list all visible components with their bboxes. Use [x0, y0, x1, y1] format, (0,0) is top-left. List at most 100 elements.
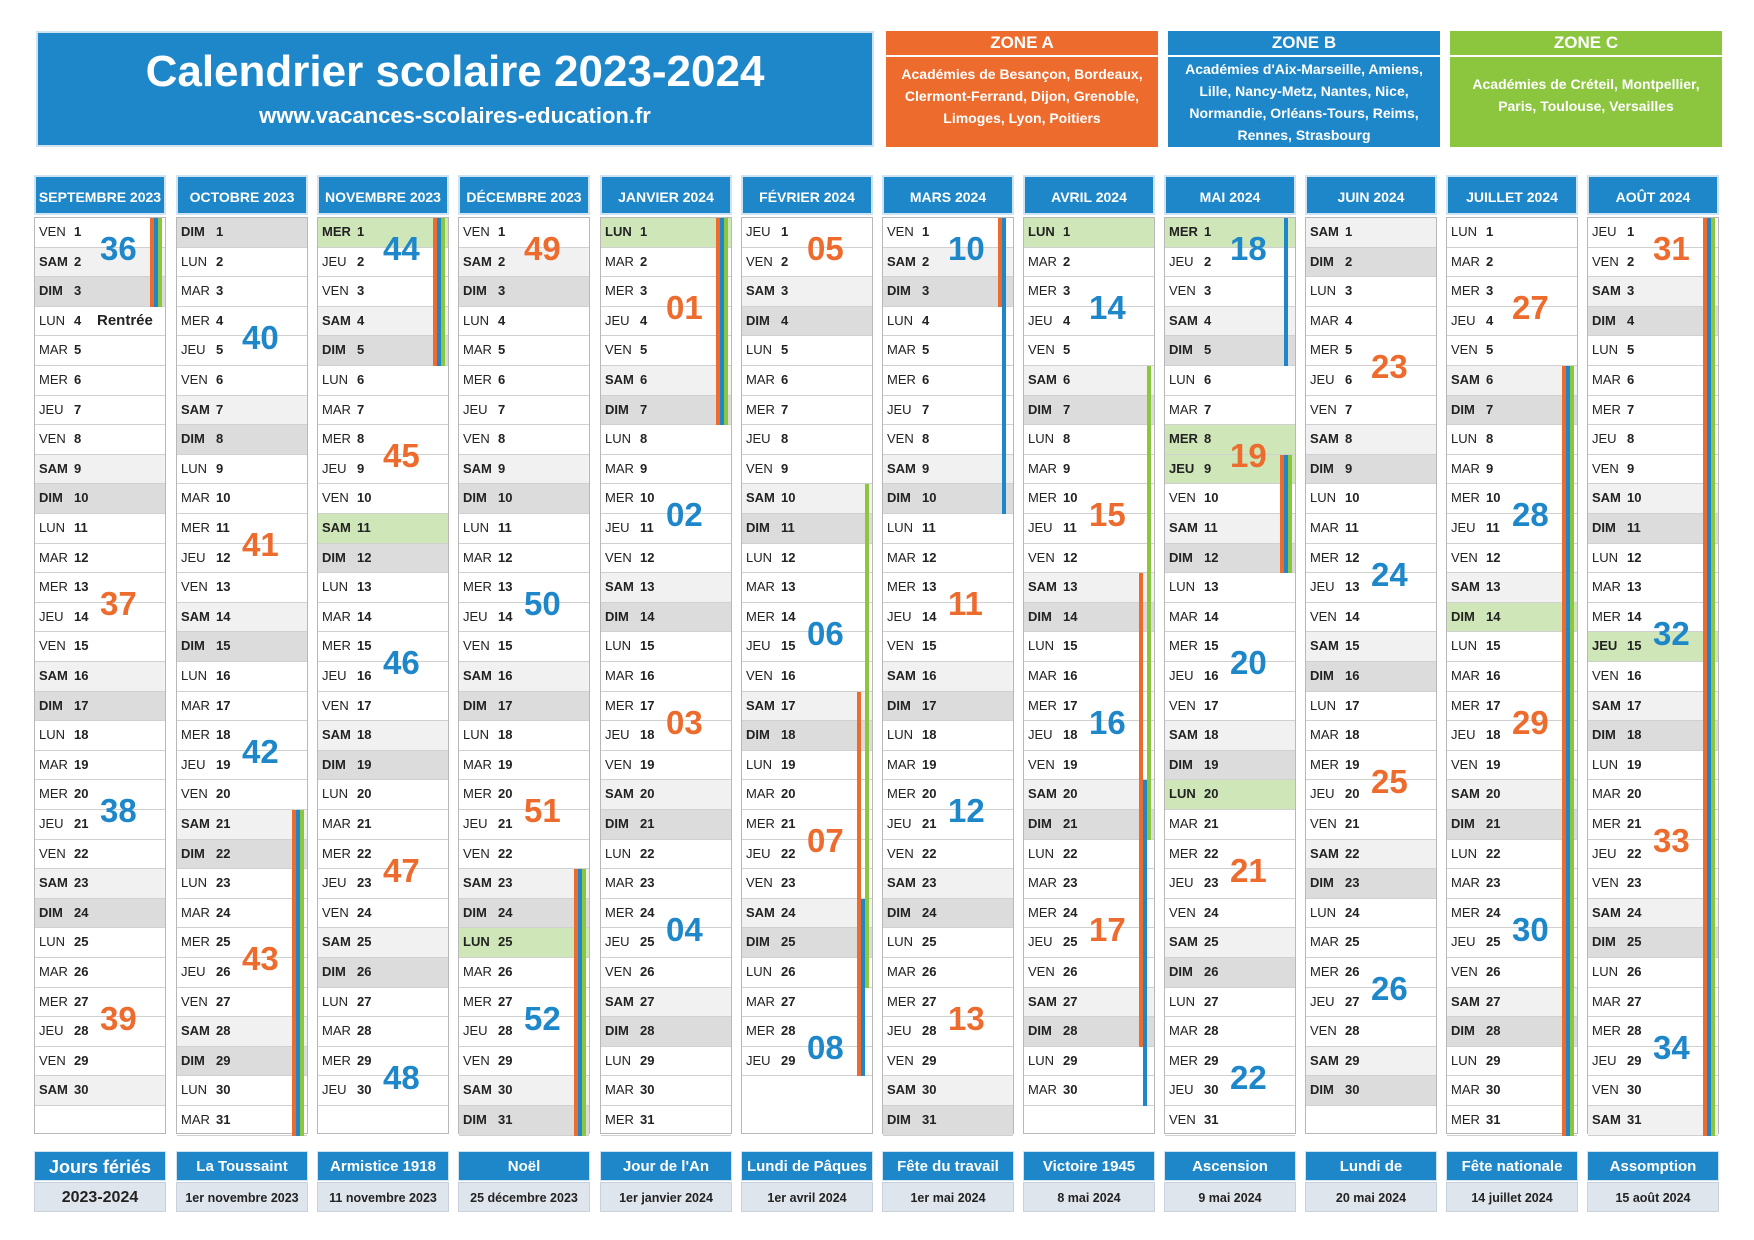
day-cell[interactable]: MER 20	[883, 780, 1013, 810]
day-cell[interactable]: DIM 25	[742, 928, 872, 958]
day-cell[interactable]: VEN 28	[1306, 1017, 1436, 1047]
day-cell[interactable]: VEN 3	[1165, 277, 1295, 307]
day-cell[interactable]: SAM 2	[883, 247, 1013, 278]
day-cell[interactable]: JEU 1	[1588, 218, 1718, 248]
day-cell[interactable]: MER 3	[1447, 277, 1577, 307]
day-cell[interactable]: MAR 27	[742, 988, 872, 1018]
day-cell[interactable]: VEN 2	[742, 248, 872, 278]
day-cell[interactable]: JEU 19	[177, 751, 307, 781]
day-cell[interactable]: DIM 2	[1306, 247, 1436, 278]
day-cell[interactable]: MAR 21	[1165, 810, 1295, 840]
day-cell[interactable]: VEN 12	[601, 544, 731, 574]
day-cell[interactable]: VEN 8	[459, 425, 589, 455]
day-cell[interactable]: MER 20	[35, 780, 165, 810]
day-cell[interactable]: DIM 4	[1588, 306, 1718, 337]
day-cell[interactable]: MER 29	[1165, 1047, 1295, 1077]
day-cell[interactable]: MAR 7	[1165, 396, 1295, 426]
day-cell[interactable]: LUN 18	[459, 721, 589, 751]
day-cell[interactable]: DIM 10	[459, 484, 589, 514]
day-cell[interactable]: MER 31	[601, 1106, 731, 1136]
day-cell[interactable]: DIM 30	[1306, 1076, 1436, 1106]
day-cell[interactable]: DIM 18	[742, 721, 872, 751]
day-cell[interactable]: MAR 26	[883, 958, 1013, 988]
day-cell[interactable]: SAM 20	[601, 780, 731, 810]
day-cell[interactable]: MER 14	[742, 603, 872, 633]
day-cell[interactable]: DIM 31	[883, 1106, 1013, 1136]
day-cell[interactable]: SAM 8	[1306, 425, 1436, 455]
day-cell[interactable]: VEN 22	[35, 840, 165, 870]
day-cell[interactable]: DIM 19	[1165, 750, 1295, 781]
day-cell[interactable]: DIM 3	[35, 277, 165, 307]
day-cell[interactable]: LUN 5	[742, 336, 872, 366]
day-cell[interactable]: SAM 29	[1306, 1046, 1436, 1077]
day-cell[interactable]: LUN 27	[1165, 988, 1295, 1018]
day-cell[interactable]: DIM 7	[1447, 395, 1577, 426]
day-cell[interactable]: MAR 9	[601, 455, 731, 485]
day-cell[interactable]: SAM 4	[1165, 306, 1295, 337]
day-cell[interactable]: VEN 24	[318, 899, 448, 929]
day-cell[interactable]: JEU 4	[601, 307, 731, 337]
day-cell[interactable]: MAR 5	[883, 336, 1013, 366]
day-cell[interactable]: SAM 30	[35, 1076, 165, 1106]
day-cell[interactable]: LUN 15	[601, 632, 731, 662]
day-cell[interactable]: JEU 7	[459, 396, 589, 426]
day-cell[interactable]: MER 24	[601, 899, 731, 929]
day-cell[interactable]: VEN 14	[1306, 603, 1436, 633]
day-cell[interactable]: VEN 23	[742, 869, 872, 899]
day-cell[interactable]: DIM 11	[1588, 514, 1718, 544]
day-cell[interactable]: LUN 4 Rentrée	[35, 307, 165, 337]
day-cell[interactable]: LUN 24	[1306, 899, 1436, 929]
day-cell[interactable]: LUN 11	[459, 514, 589, 544]
day-cell[interactable]: DIM 7	[601, 395, 731, 426]
day-cell[interactable]: VEN 16	[1588, 662, 1718, 692]
day-cell[interactable]: VEN 1	[459, 218, 589, 248]
day-cell[interactable]: JEU 21	[883, 810, 1013, 840]
day-cell[interactable]: SAM 9	[35, 454, 165, 485]
day-cell[interactable]: VEN 21	[1306, 810, 1436, 840]
day-cell[interactable]: JEU 12	[177, 544, 307, 574]
day-cell[interactable]: SAM 16	[459, 662, 589, 692]
day-cell[interactable]: MAR 16	[601, 662, 731, 692]
day-cell[interactable]: VEN 6	[177, 366, 307, 396]
day-cell[interactable]: JEU 28	[459, 1017, 589, 1047]
day-cell[interactable]: LUN 22	[601, 840, 731, 870]
day-cell[interactable]: MAR 26	[35, 958, 165, 988]
day-cell[interactable]: SAM 6	[601, 366, 731, 396]
day-cell[interactable]: DIM 17	[459, 691, 589, 722]
day-cell[interactable]: JEU 21	[459, 810, 589, 840]
day-cell[interactable]: JEU 20	[1306, 780, 1436, 810]
day-cell[interactable]: DIM 5	[318, 336, 448, 366]
day-cell[interactable]: MAR 5	[35, 336, 165, 366]
day-cell[interactable]: SAM 18	[1165, 721, 1295, 751]
day-cell[interactable]: MER 10	[1447, 484, 1577, 514]
day-cell[interactable]: LUN 12	[742, 544, 872, 574]
day-cell[interactable]: LUN 13	[1165, 573, 1295, 603]
day-cell[interactable]: DIM 21	[1024, 810, 1154, 840]
day-cell[interactable]: MAR 14	[318, 603, 448, 633]
day-cell[interactable]: JEU 7	[35, 396, 165, 426]
day-cell[interactable]: DIM 28	[1447, 1017, 1577, 1047]
day-cell[interactable]: DIM 14	[1024, 602, 1154, 633]
day-cell[interactable]: JEU 29	[1588, 1047, 1718, 1077]
day-cell[interactable]: VEN 15	[883, 632, 1013, 662]
day-cell[interactable]: MER 22	[318, 840, 448, 870]
day-cell[interactable]: VEN 19	[601, 751, 731, 781]
day-cell[interactable]: JEU 29	[742, 1047, 872, 1077]
day-cell[interactable]: VEN 8	[35, 425, 165, 455]
day-cell[interactable]: VEN 23	[1588, 869, 1718, 899]
day-cell[interactable]: DIM 15	[177, 632, 307, 662]
day-cell[interactable]: DIM 24	[883, 898, 1013, 929]
day-cell[interactable]: MAR 4	[1306, 307, 1436, 337]
day-cell[interactable]: DIM 17	[883, 691, 1013, 722]
day-cell[interactable]: SAM 2	[35, 247, 165, 278]
day-cell[interactable]: DIM 16	[1306, 662, 1436, 692]
day-cell[interactable]: LUN 22	[1024, 840, 1154, 870]
day-cell[interactable]: LUN 20	[318, 780, 448, 810]
day-cell[interactable]: LUN 4	[459, 307, 589, 337]
day-cell[interactable]: MER 7	[1588, 396, 1718, 426]
day-cell[interactable]: DIM 28	[601, 1017, 731, 1047]
day-cell[interactable]: LUN 26	[1588, 958, 1718, 988]
day-cell[interactable]: LUN 25	[459, 928, 589, 958]
day-cell[interactable]: DIM 21	[601, 810, 731, 840]
day-cell[interactable]: LUN 27	[318, 988, 448, 1018]
